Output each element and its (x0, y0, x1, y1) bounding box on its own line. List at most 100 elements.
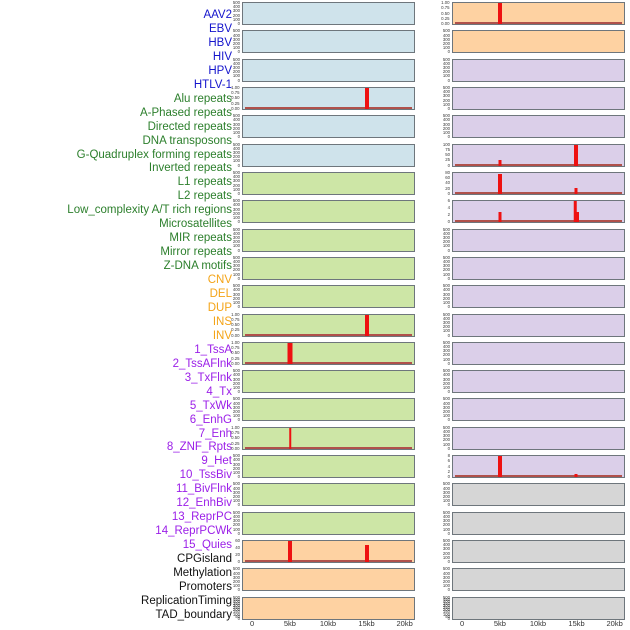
y-tick-label: 6 (447, 458, 450, 464)
y-tick-label: 0 (237, 474, 240, 480)
y-tick-label: 450 (442, 597, 450, 602)
y-tick-labels-right-4: 500 400 300 200 100 0 (428, 86, 450, 111)
signal-spike-5kb (498, 3, 503, 24)
row-label-dup: DUP (207, 301, 232, 314)
y-tick-label: 200 (442, 381, 450, 386)
row-label-low-complexity-a-t-rich-regions: Low_complexity A/T rich regions (67, 204, 232, 217)
y-tick-label: 0 (447, 559, 450, 565)
y-tick-label: 0 (447, 474, 450, 480)
y-tick-label: 6 (447, 198, 450, 204)
y-tick-label: 300 (232, 263, 240, 269)
y-tick-label: 300 (442, 405, 450, 411)
y-tick-label: 300 (232, 8, 240, 14)
mini-plot-right-4 (452, 86, 625, 110)
row-label-3-txflnk: 3_TxFlnk (184, 371, 232, 384)
y-tick-label: 100 (232, 526, 240, 532)
signal-baseline (244, 446, 413, 449)
y-tick-label: 0 (447, 276, 450, 282)
mini-plot-right-22 (452, 596, 625, 620)
y-tick-label: 200 (232, 522, 240, 528)
mini-plot-left-3 (242, 58, 415, 82)
y-tick-label: 200 (232, 267, 240, 273)
row-label-inv: INV (212, 329, 232, 342)
y-tick-label: 500 (442, 340, 450, 345)
x-tick-label-0: 0 (459, 619, 465, 628)
mini-plot-left-20 (242, 540, 415, 564)
x-tick-label-5kb: 5kb (493, 619, 506, 628)
y-tick-label: 100 (232, 272, 240, 277)
y-tick-label: 300 (442, 65, 450, 71)
y-tick-label: 100 (442, 45, 450, 51)
row-label-aav2: AAV2 (203, 9, 232, 21)
row-label-directed-repeats: Directed repeats (147, 120, 232, 133)
y-tick-label: 100 (442, 611, 450, 617)
y-tick-label: 300 (442, 320, 450, 326)
signal-baseline (244, 560, 413, 563)
mini-plot-left-11 (242, 285, 415, 309)
y-tick-label: 100 (232, 45, 240, 51)
signal-spike-15kb (365, 314, 370, 336)
x-tick-label-20kb: 20kb (606, 619, 623, 628)
mini-plot-right-3 (452, 58, 625, 82)
y-tick-label: 300 (232, 178, 240, 184)
y-tick-label: 300 (442, 348, 450, 354)
row-label-g-quadruplex-forming-repeats: G-Quadruplex forming repeats (76, 148, 232, 161)
y-tick-label: 200 (232, 579, 240, 585)
x-tick-label-20kb: 20kb (396, 619, 413, 628)
y-tick-labels-right-12: 500 400 300 200 100 0 (428, 312, 450, 337)
mini-plot-right-11 (452, 285, 625, 309)
y-tick-label: 500 (442, 538, 450, 544)
y-tick-label: 200 (232, 494, 240, 500)
y-tick-label: 500 (232, 595, 240, 600)
y-tick-label: 400 (232, 599, 240, 605)
y-tick-label: 0.75 (441, 5, 450, 11)
y-tick-label: 400 (232, 259, 240, 265)
y-tick-label: 0 (447, 134, 450, 140)
y-tick-label: 100 (232, 158, 240, 164)
y-tick-label: 100 (442, 441, 450, 447)
y-tick-label: 0.25 (441, 16, 450, 21)
y-tick-label: 100 (232, 215, 240, 221)
row-label-10-tssbiv: 10_TssBiv (179, 469, 232, 482)
y-tick-label: 0 (237, 49, 240, 55)
y-tick-label: 400 (442, 344, 450, 350)
y-tick-label: 500 (442, 481, 450, 487)
row-label-11-bivflnk: 11_BivFlnk (175, 483, 232, 496)
y-tick-label: 200 (442, 239, 450, 245)
signal-spike-15kb (574, 188, 578, 194)
y-tick-label: 0 (237, 587, 240, 593)
y-tick-label: 400 (442, 287, 450, 293)
y-tick-label: 0.75 (231, 90, 240, 96)
y-tick-label: 100 (232, 73, 240, 79)
y-tick-labels-right-15: 500 400 300 200 100 0 (428, 397, 450, 422)
y-tick-label: 400 (232, 457, 240, 463)
row-label-6-enhg: 6_EnhG (189, 413, 232, 426)
y-tick-label: 300 (232, 461, 240, 467)
row-label-ins: INS (212, 315, 232, 328)
y-tick-label: 100 (442, 583, 450, 589)
y-tick-labels-right-9: 500 400 300 200 100 0 (428, 227, 450, 252)
x-axis-left: 0 5kb 10kb 15kb 20kb (242, 619, 415, 629)
y-tick-label: 100 (232, 413, 240, 419)
x-tick-label-0: 0 (249, 619, 255, 628)
y-tick-label: 2 (447, 469, 450, 475)
y-tick-label: 0 (237, 531, 240, 536)
y-tick-label: 0.75 (231, 345, 240, 351)
signal-spike-15kb (573, 144, 578, 166)
y-tick-label: 0.50 (231, 322, 240, 328)
y-tick-label: 200 (442, 296, 450, 301)
y-tick-label: 200 (232, 182, 240, 188)
y-tick-label: 0.00 (231, 332, 240, 338)
y-tick-label: 500 (232, 226, 240, 232)
y-tick-label: 0.50 (231, 95, 240, 101)
y-tick-label: 40 (235, 545, 240, 551)
y-tick-label: 200 (442, 551, 450, 556)
y-tick-label: 0 (237, 389, 240, 395)
y-tick-label: 0.00 (441, 21, 450, 27)
y-tick-label: 400 (442, 542, 450, 548)
mini-plot-right-16 (452, 426, 625, 450)
y-tick-labels-right-18: 500 400 300 200 100 0 (428, 481, 450, 507)
y-tick-label: 0 (237, 21, 240, 27)
y-tick-label: 0 (447, 49, 450, 55)
